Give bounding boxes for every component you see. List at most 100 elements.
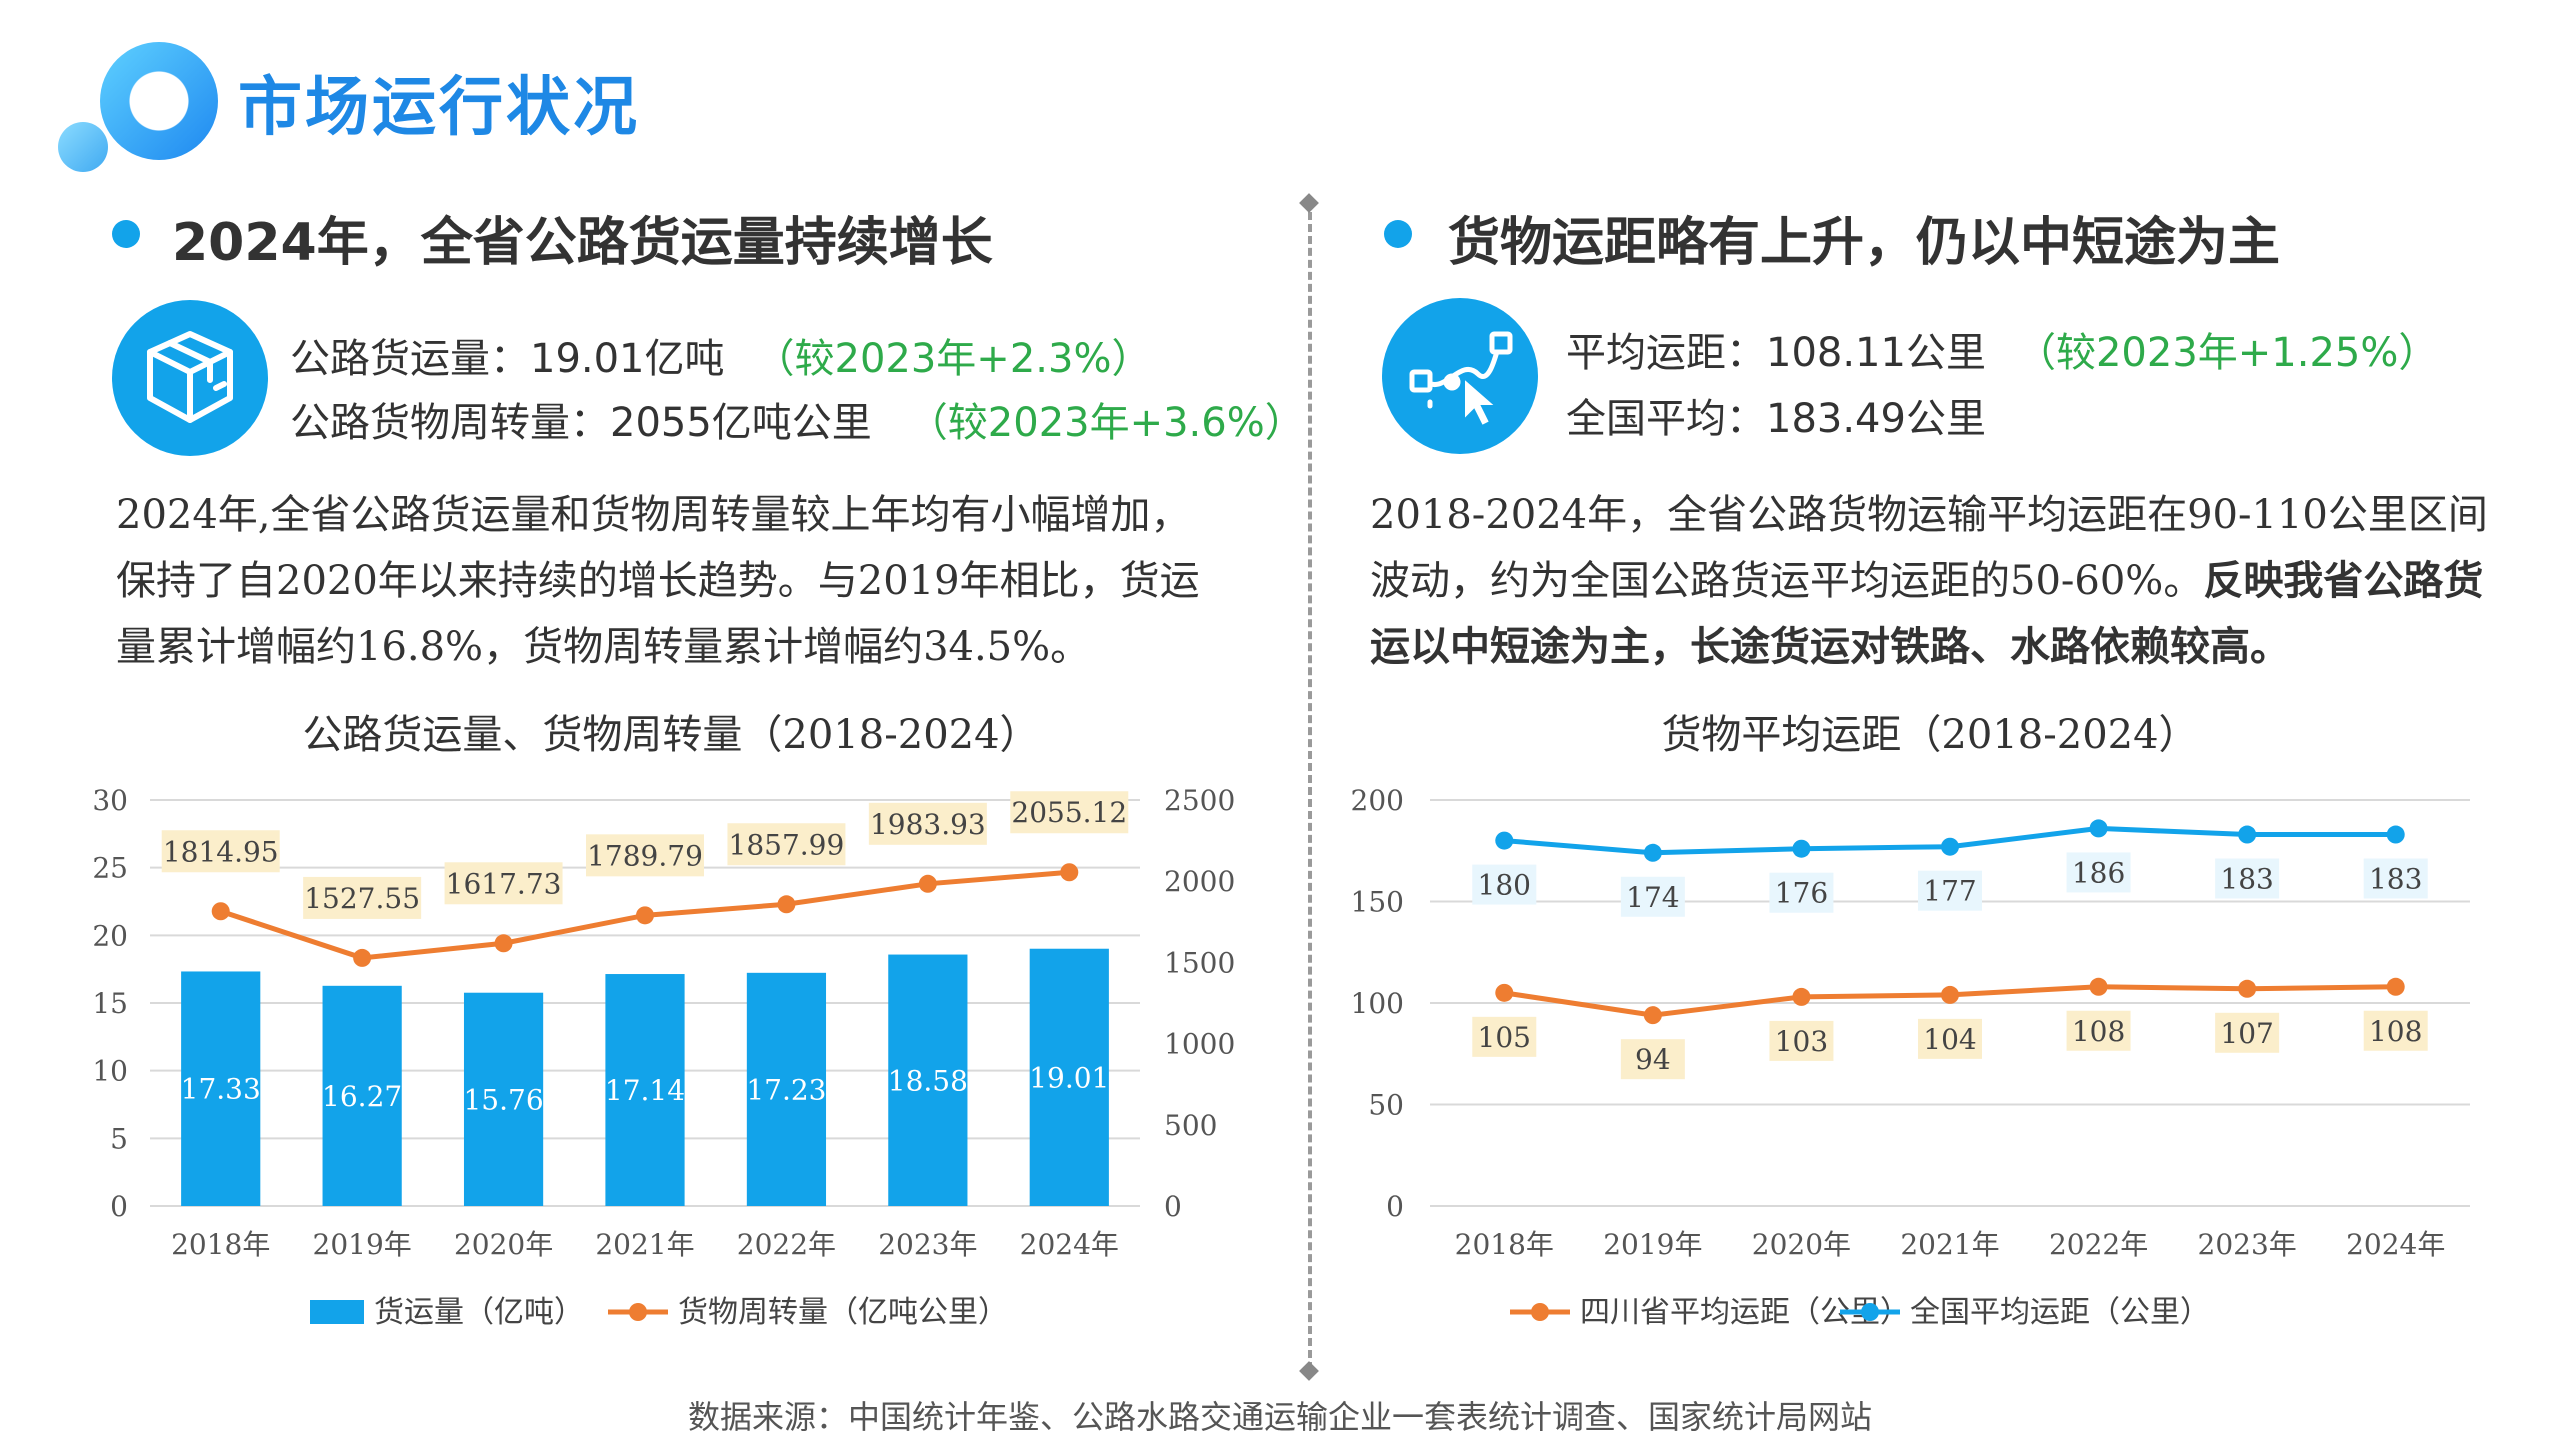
right-paragraph-bold: 反映我省公路货运以中短途为主，长途货运对铁路、水路依赖较高。 bbox=[1370, 557, 2484, 670]
y-left-tick-label: 10 bbox=[92, 1055, 128, 1088]
line-label-bg bbox=[1918, 870, 1982, 911]
x-tick-label: 2020年 bbox=[454, 1228, 553, 1261]
line-label-bg bbox=[586, 834, 704, 877]
distance-chart: 0 50 100 150 200 2018年 2019年 2020年 2021年 2022年 202… bbox=[1351, 784, 2470, 1330]
line-label-bg bbox=[2215, 1012, 2280, 1053]
bar bbox=[605, 974, 685, 1206]
line-label-bg bbox=[2363, 1010, 2428, 1051]
line-data-label: 176 bbox=[1775, 877, 1828, 910]
left-section-heading: 2024年，全省公路货运量持续增长 bbox=[172, 213, 993, 273]
line-data-label: 174 bbox=[1626, 881, 1679, 914]
bar bbox=[1029, 948, 1109, 1206]
x-tick-label: 2022年 bbox=[2049, 1228, 2148, 1261]
line-label-bg bbox=[1472, 864, 1537, 905]
y-tick-label: 50 bbox=[1368, 1089, 1404, 1122]
divider-top-diamond bbox=[1299, 193, 1319, 213]
x-tick-label: 2023年 bbox=[878, 1228, 977, 1261]
line-label-bg bbox=[1620, 876, 1685, 917]
line-data-label: 108 bbox=[2072, 1015, 2125, 1048]
x-tick-label: 2024年 bbox=[2346, 1228, 2445, 1261]
line-point bbox=[777, 895, 796, 914]
right-stat1-label: 平均运距：108.11公里 bbox=[1566, 330, 1986, 376]
line-data-label: 1527.55 bbox=[304, 882, 420, 915]
x-tick-label: 2018年 bbox=[171, 1228, 270, 1261]
line-label-bg bbox=[727, 823, 846, 866]
line-label-bg bbox=[2066, 1010, 2131, 1051]
line-label-bg bbox=[1918, 1018, 1982, 1059]
y-right-tick-label: 2500 bbox=[1164, 784, 1235, 817]
bar-data-label: 15.76 bbox=[463, 1083, 543, 1116]
line-point bbox=[1643, 843, 1662, 862]
line-data-label: 186 bbox=[2072, 856, 2125, 889]
line-label-bg bbox=[2066, 852, 2131, 893]
right-stat2-label: 全国平均：183.49公里 bbox=[1566, 396, 1986, 442]
line-data-label: 94 bbox=[1635, 1043, 1671, 1076]
left-chart-title: 公路货运量、货物周转量（2018-2024） bbox=[302, 712, 1040, 758]
line-label-bg bbox=[444, 862, 563, 905]
line-point bbox=[918, 874, 937, 893]
line-point bbox=[2238, 825, 2257, 844]
line-point bbox=[1495, 831, 1514, 850]
x-tick-label: 2019年 bbox=[313, 1228, 412, 1261]
line-label-bg bbox=[1010, 791, 1129, 834]
bar bbox=[322, 985, 402, 1206]
y-left-tick-label: 25 bbox=[92, 852, 128, 885]
line-point bbox=[1941, 985, 1959, 1004]
line-label-bg bbox=[2215, 858, 2280, 899]
center-divider bbox=[1308, 200, 1312, 1370]
logo-dot-icon bbox=[58, 122, 108, 172]
bar-data-label: 17.14 bbox=[605, 1074, 685, 1107]
bar bbox=[463, 992, 544, 1206]
bar bbox=[746, 972, 827, 1206]
line-data-label: 177 bbox=[1923, 875, 1976, 908]
bar-data-label: 18.58 bbox=[888, 1064, 968, 1097]
y-right-tick-label: 1000 bbox=[1164, 1028, 1235, 1061]
right-chart-title: 货物平均运距（2018-2024） bbox=[1661, 712, 2199, 758]
legend-swatch-bar bbox=[310, 1300, 364, 1324]
x-tick-label: 2020年 bbox=[1752, 1228, 1851, 1261]
line-data-label: 104 bbox=[1923, 1023, 1976, 1056]
x-tick-label: 2018年 bbox=[1455, 1228, 1554, 1261]
line-point bbox=[211, 902, 230, 921]
route-cursor-icon bbox=[1382, 298, 1538, 454]
y-tick-label: 0 bbox=[1386, 1190, 1404, 1223]
left-stat2-change: （较2023年+3.6%） bbox=[907, 400, 1305, 446]
line-label-bg bbox=[1769, 1020, 1834, 1061]
line-data-label: 1983.93 bbox=[870, 808, 986, 841]
right-paragraph: 2018-2024年，全省公路货物运输平均运距在90-110公里区间波动，约为全… bbox=[1370, 482, 2500, 680]
x-tick-label: 2021年 bbox=[1900, 1228, 1999, 1261]
line-point bbox=[1792, 987, 1811, 1006]
logo-ring-icon bbox=[100, 42, 218, 160]
line-point bbox=[1060, 863, 1079, 882]
line-label-bg bbox=[2363, 858, 2428, 899]
line-data-label: 105 bbox=[1478, 1021, 1531, 1054]
line-point bbox=[2386, 977, 2405, 996]
y-right-tick-label: 2000 bbox=[1164, 865, 1235, 898]
line-point bbox=[2089, 819, 2108, 838]
line-label-bg bbox=[1620, 1039, 1685, 1080]
legend-label: 货物周转量（亿吨公里） bbox=[678, 1295, 1008, 1330]
line-point bbox=[1495, 983, 1514, 1002]
line-data-label: 108 bbox=[2369, 1015, 2422, 1048]
line-data-label: 2055.12 bbox=[1011, 796, 1127, 829]
freight-volume-chart: 0 5 10 15 20 25 30 0 500 1000 1500 2000 2500 17.33 201… bbox=[92, 784, 1235, 1330]
right-stat1-change: （较2023年+1.25%） bbox=[2015, 330, 2439, 376]
right-heading-bullet bbox=[1384, 220, 1412, 248]
line-label-bg bbox=[1472, 1016, 1537, 1057]
legend-label: 全国平均运距（公里） bbox=[1910, 1295, 2210, 1330]
left-heading-bullet bbox=[112, 220, 140, 248]
y-tick-label: 100 bbox=[1351, 987, 1404, 1020]
line-data-label: 1814.95 bbox=[163, 835, 279, 868]
legend-swatch-marker bbox=[1861, 1303, 1879, 1321]
data-source: 数据来源：中国统计年鉴、公路水路交通运输企业一套表统计调查、国家统计局网站 bbox=[687, 1398, 1872, 1436]
y-left-tick-label: 5 bbox=[110, 1122, 128, 1155]
y-left-tick-label: 0 bbox=[110, 1190, 128, 1223]
bar-data-label: 17.33 bbox=[181, 1073, 261, 1106]
line-data-label: 103 bbox=[1775, 1025, 1828, 1058]
bar-data-label: 19.01 bbox=[1029, 1061, 1109, 1094]
x-tick-label: 2024年 bbox=[1020, 1228, 1119, 1261]
x-tick-label: 2022年 bbox=[737, 1228, 836, 1261]
bar-data-label: 16.27 bbox=[322, 1080, 402, 1113]
legend-swatch-marker bbox=[1531, 1303, 1549, 1321]
line-point bbox=[1792, 839, 1811, 858]
